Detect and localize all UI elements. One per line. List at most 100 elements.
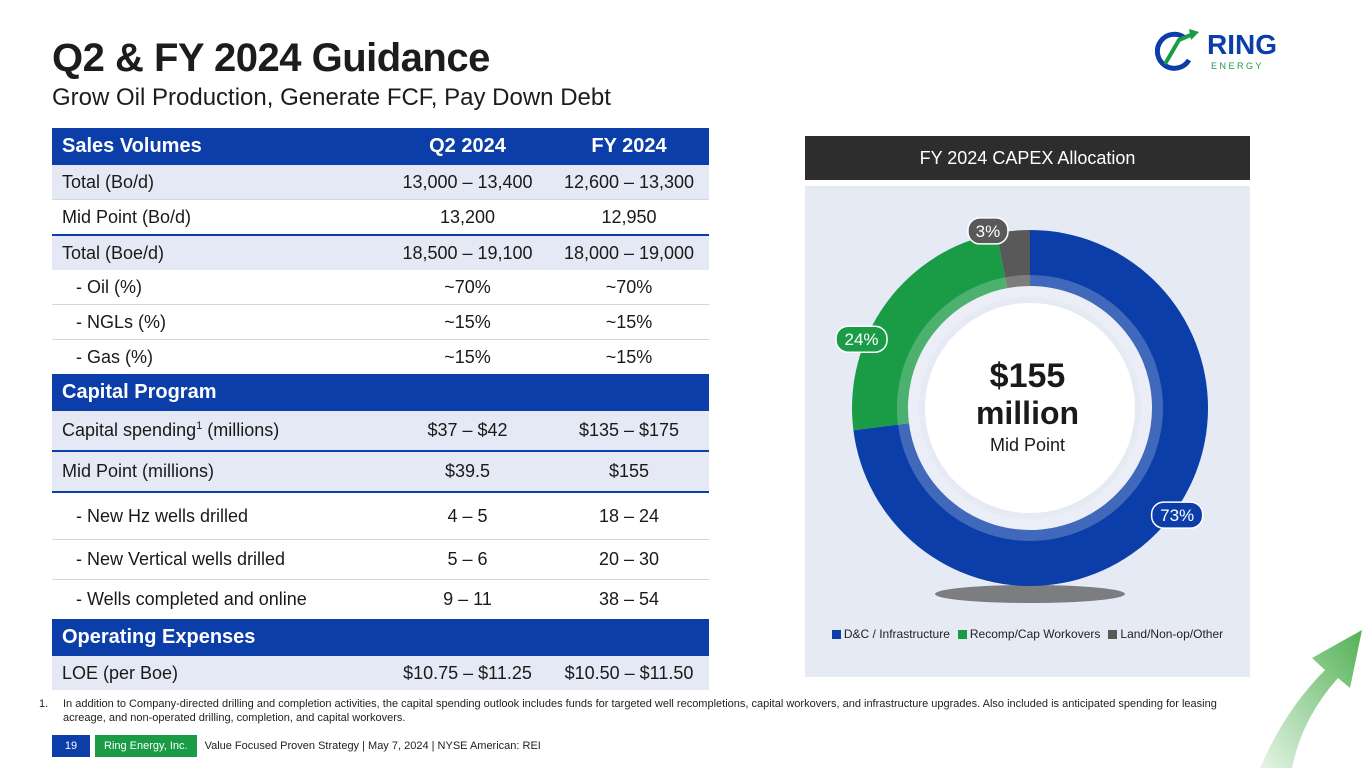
footer-text: Value Focused Proven Strategy | May 7, 2… (204, 740, 541, 752)
data-label-text: 24% (844, 330, 878, 349)
col-q2-2024: Q2 2024 (386, 128, 549, 165)
row-q2-value: $10.75 – $11.25 (386, 656, 549, 690)
chart-legend: D&C / Infrastructure Recomp/Cap Workover… (805, 627, 1250, 641)
row-label: Capital spending1 (millions) (52, 411, 386, 452)
row-fy-value: 18 – 24 (549, 492, 709, 540)
page-number: 19 (52, 735, 90, 757)
legend-swatch (957, 629, 967, 639)
row-fy-value: ~15% (549, 304, 709, 340)
row-label: - Wells completed and online (76, 589, 307, 609)
capex-donut-chart: 73% 24% 3% (835, 217, 1208, 603)
legend-item: Recomp/Cap Workovers (957, 627, 1101, 641)
page-subtitle: Grow Oil Production, Generate FCF, Pay D… (52, 84, 611, 111)
row-label: - Oil (%) (52, 270, 386, 305)
table-row: - Wells completed and online 9 – 11 38 –… (52, 580, 709, 620)
data-label-2: 3% (967, 217, 1009, 245)
row-fy-value: $155 (549, 451, 709, 493)
row-label: - New Hz wells drilled (52, 492, 386, 540)
table-row: - Oil (%) ~70% ~70% (52, 270, 709, 305)
table-row: Total (Bo/d) 13,000 – 13,400 12,600 – 13… (52, 165, 709, 200)
table-row: - NGLs (%) ~15% ~15% (52, 304, 709, 340)
sales-volumes-header: Sales Volumes (52, 128, 386, 165)
row-fy-value: 12,600 – 13,300 (549, 165, 709, 200)
green-arrow-decoration (1260, 630, 1362, 768)
footnote-number: 1. (39, 698, 49, 710)
donut-shadow (935, 585, 1125, 603)
donut-slice-0 (853, 230, 1208, 586)
row-fy-value: 18,000 – 19,000 (549, 235, 709, 270)
table-row: Mid Point (millions) $39.5 $155 (52, 451, 709, 493)
center-note: Mid Point (989, 435, 1066, 455)
table-row: Mid Point (Bo/d) 13,200 12,950 (52, 199, 709, 236)
data-label-bg (967, 217, 1009, 245)
row-q2-value: 18,500 – 19,100 (386, 235, 549, 270)
row-label: Total (Boe/d) (52, 235, 386, 270)
legend-swatch (1108, 629, 1118, 639)
footer: 19 Ring Energy, Inc. Value Focused Prove… (52, 735, 541, 757)
legend-label: Land/Non-op/Other (1120, 627, 1224, 641)
legend-label: D&C / Infrastructure (843, 627, 950, 641)
row-label: Mid Point (millions) (52, 451, 386, 493)
row-fy-value: ~15% (605, 346, 653, 367)
row-label: - Gas (%) (76, 346, 154, 367)
row-label: LOE (per Boe) (52, 656, 386, 690)
donut-hole (925, 303, 1135, 513)
row-q2-value: 9 – 11 (443, 589, 492, 609)
footnote-text: In addition to Company-directed drilling… (63, 698, 1217, 724)
table-row: LOE (per Boe) $10.75 – $11.25 $10.50 – $… (52, 656, 709, 690)
guidance-table: Sales Volumes Q2 2024 FY 2024 Total (Bo/… (52, 128, 709, 690)
chart-title: FY 2024 CAPEX Allocation (805, 136, 1250, 180)
row-q2-value: 13,000 – 13,400 (386, 165, 549, 200)
logo-tagline: E N E R G Y (1211, 61, 1261, 71)
operating-expenses-header: Operating Expenses (52, 619, 709, 656)
page-title: Q2 & FY 2024 Guidance (52, 36, 490, 80)
footnote: 1. In addition to Company-directed drill… (39, 697, 1223, 725)
row-label: - New Vertical wells drilled (52, 539, 386, 580)
row-q2-value: ~15% (444, 346, 491, 367)
capex-chart-panel: 73% 24% 3% $155 million Mid Point D&C / In… (805, 186, 1250, 677)
row-q2-value: ~15% (386, 304, 549, 340)
row-q2-value: $37 – $42 (386, 411, 549, 452)
row-fy-value: 12,950 (549, 199, 709, 236)
row-label: Total (Bo/d) (52, 165, 386, 200)
table-row: - New Vertical wells drilled 5 – 6 20 – … (52, 539, 709, 580)
legend-item: D&C / Infrastructure (831, 627, 950, 641)
legend-label: Recomp/Cap Workovers (969, 627, 1101, 641)
row-label: Mid Point (Bo/d) (52, 199, 386, 236)
row-fy-value: $10.50 – $11.50 (549, 656, 709, 690)
table-row: Capital spending1 (millions) $37 – $42 $… (52, 411, 709, 452)
donut-inner-ring (897, 275, 1163, 541)
data-label-0: 73% (1150, 501, 1204, 529)
center-unit: million (975, 395, 1080, 431)
data-label-text: 3% (976, 222, 1001, 241)
row-fy-value: ~70% (549, 270, 709, 305)
row-label: - NGLs (%) (52, 304, 386, 340)
row-q2-value: $39.5 (386, 451, 549, 493)
col-fy-2024: FY 2024 (549, 128, 709, 165)
table-row: - New Hz wells drilled 4 – 5 18 – 24 (52, 492, 709, 540)
center-value: $155 (989, 357, 1066, 395)
row-q2-value: 5 – 6 (386, 539, 549, 580)
donut-slice-1 (852, 233, 1008, 431)
footnote-ref: 1 (196, 420, 203, 432)
data-label-bg (835, 325, 888, 353)
company-name: Ring Energy, Inc. (95, 735, 197, 757)
data-label-1: 24% (835, 325, 888, 353)
data-label-text: 73% (1160, 506, 1194, 525)
data-label-bg (1150, 501, 1204, 529)
row-q2-value: 13,200 (386, 199, 549, 236)
table-row: - Gas (%) ~15% ~15% (52, 340, 709, 375)
row-label-suffix: (millions) (202, 420, 280, 440)
capital-program-header: Capital Program (52, 374, 709, 411)
legend-swatch (831, 629, 841, 639)
row-fy-value: 20 – 30 (549, 539, 709, 580)
table-row: Total (Boe/d) 18,500 – 19,100 18,000 – 1… (52, 235, 709, 270)
logo-brand: RING (1207, 29, 1277, 60)
legend-item: Land/Non-op/Other (1108, 627, 1223, 641)
row-q2-value: 4 – 5 (386, 492, 549, 540)
row-q2-value: ~70% (386, 270, 549, 305)
ring-energy-logo: RING E N E R G Y (1155, 29, 1277, 71)
donut-slice-2 (996, 230, 1030, 289)
row-label-text: Capital spending (62, 420, 197, 440)
row-fy-value: $135 – $175 (549, 411, 709, 452)
